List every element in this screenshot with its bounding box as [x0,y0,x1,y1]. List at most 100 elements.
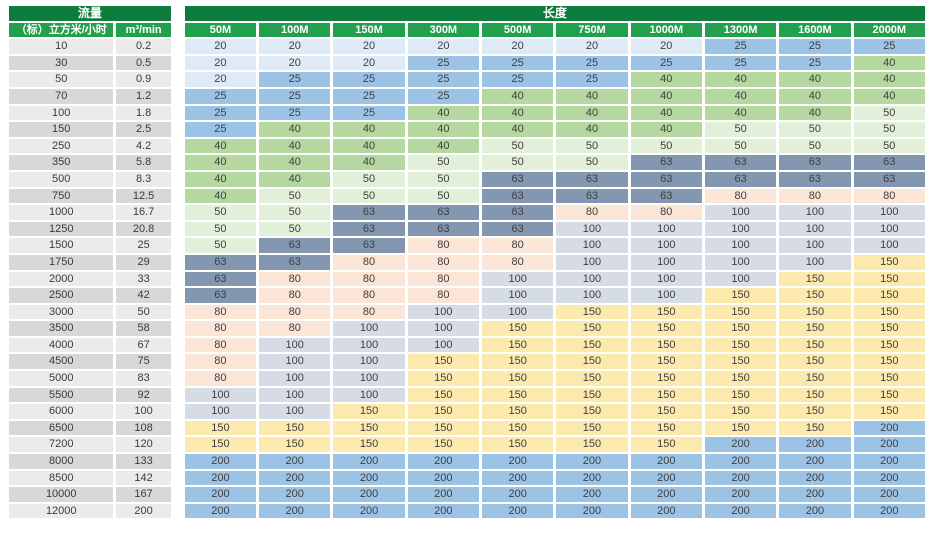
table-row: 350 5.8 40 40 40 50 50 50 63 63 63 63 [9,155,925,170]
value-cell: 63 [184,254,257,270]
col-header-length-150m: 150M [333,22,405,38]
value-cell: 25 [407,88,479,104]
row-spacer [174,371,182,386]
value-cell: 100 [259,404,331,419]
value-cell: 40 [630,72,702,87]
value-cell: 100 [630,254,702,270]
value-cell: 150 [630,337,702,353]
row-spacer [174,189,182,204]
row-spacer [174,338,182,353]
value-cell: 150 [779,271,851,287]
value-cell: 63 [704,171,777,187]
table-row: 3500 58 80 80 100 100 150 150 150 150 150 150 [9,321,925,336]
value-cell: 25 [556,55,628,71]
row-spacer [174,354,182,369]
value-cell: 20 [333,55,405,71]
value-cell: 50 [704,138,777,154]
table-row: 2500 42 63 80 80 80 100 100 100 150 150 150 [9,288,925,303]
value-cell: 50 [184,238,257,253]
value-cell: 100 [853,238,925,253]
value-cell: 150 [482,354,554,370]
value-cell: 150 [630,437,702,453]
row-label-flow-m3min: 12.5 [116,188,171,204]
value-cell: 100 [704,205,777,220]
value-cell: 100 [704,238,777,253]
table-row: 5500 92 100 100 100 150 150 150 150 150 150 150 [9,387,925,403]
value-cell: 150 [482,404,554,419]
value-cell: 50 [184,205,257,220]
value-cell: 100 [779,221,851,237]
table-row: 1000 16.7 50 50 63 63 63 80 80 100 100 100 [9,205,925,220]
value-cell: 150 [556,304,628,320]
row-label-flow-m3h: 5000 [9,371,114,386]
value-cell: 50 [853,105,925,121]
value-cell: 25 [333,72,405,87]
col-header-length-750m: 750M [556,22,628,38]
value-cell: 40 [184,138,257,154]
value-cell: 150 [853,371,925,386]
value-cell: 150 [407,354,479,370]
value-cell: 20 [184,72,257,87]
value-cell: 100 [630,221,702,237]
value-cell: 50 [184,221,257,237]
value-cell: 200 [853,503,925,519]
value-cell: 40 [779,72,851,87]
value-cell: 63 [630,155,702,170]
value-cell: 50 [556,138,628,154]
group-header-length: 长度 [184,6,925,21]
value-cell: 100 [333,337,405,353]
value-cell: 150 [630,321,702,336]
value-cell: 150 [556,354,628,370]
row-label-flow-m3min: 1.8 [116,105,171,121]
col-header-length-1600m: 1600M [779,22,851,38]
value-cell: 100 [333,321,405,336]
row-spacer [174,106,182,121]
value-cell: 20 [407,39,479,54]
value-cell: 25 [407,72,479,87]
table-row: 1250 20.8 50 50 63 63 63 100 100 100 100 100 [9,221,925,237]
row-label-flow-m3h: 6000 [9,404,114,419]
table-row: 750 12.5 40 50 50 50 63 63 63 80 80 80 [9,188,925,204]
row-label-flow-m3h: 7200 [9,437,114,453]
value-cell: 200 [556,454,628,469]
value-cell: 25 [184,122,257,137]
value-cell: 150 [556,371,628,386]
value-cell: 40 [853,88,925,104]
value-cell: 80 [407,288,479,303]
value-cell: 20 [630,39,702,54]
value-cell: 80 [630,205,702,220]
value-cell: 40 [853,55,925,71]
value-cell: 150 [704,420,777,436]
value-cell: 100 [556,238,628,253]
row-label-flow-m3min: 0.2 [116,39,171,54]
value-cell: 200 [259,503,331,519]
column-header-row: （标）立方米/小时 m³/min 50M 100M 150M 300M 500M 750M 10… [9,22,925,38]
table-row: 500 8.3 40 40 50 50 63 63 63 63 63 63 [9,171,925,187]
value-cell: 80 [184,321,257,336]
value-cell: 63 [333,221,405,237]
value-cell: 200 [333,487,405,502]
value-cell: 40 [704,105,777,121]
table-row: 2000 33 63 80 80 80 100 100 100 100 150 150 [9,271,925,287]
row-label-flow-m3h: 100 [9,105,114,121]
table-row: 12000 200 200 200 200 200 200 200 200 200 200 200 [9,503,925,519]
row-spacer [174,56,182,71]
value-cell: 40 [482,122,554,137]
row-spacer [174,139,182,154]
table-row: 70 1.2 25 25 25 25 40 40 40 40 40 40 [9,88,925,104]
value-cell: 40 [259,155,331,170]
value-cell: 100 [556,288,628,303]
row-label-flow-m3min: 75 [116,354,171,370]
value-cell: 100 [630,271,702,287]
value-cell: 80 [779,188,851,204]
value-cell: 150 [556,404,628,419]
value-cell: 25 [482,72,554,87]
value-cell: 150 [779,387,851,403]
value-cell: 200 [853,437,925,453]
value-cell: 63 [556,171,628,187]
value-cell: 100 [630,288,702,303]
value-cell: 20 [259,55,331,71]
value-cell: 40 [779,88,851,104]
value-cell: 25 [630,55,702,71]
value-cell: 200 [407,454,479,469]
